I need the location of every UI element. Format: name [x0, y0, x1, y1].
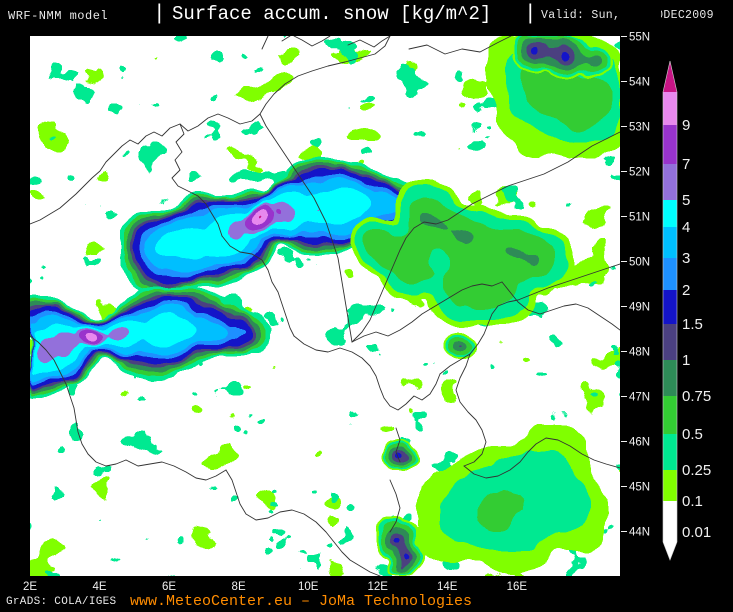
svg-text:4: 4: [682, 219, 690, 236]
svg-text:48N: 48N: [629, 347, 650, 359]
svg-text:0.75: 0.75: [682, 388, 711, 405]
svg-text:3: 3: [682, 250, 690, 267]
svg-text:5: 5: [682, 192, 690, 209]
svg-text:14E: 14E: [437, 581, 458, 593]
svg-text:51N: 51N: [629, 212, 650, 224]
svg-text:12E: 12E: [367, 581, 388, 593]
svg-text:0.5: 0.5: [682, 426, 703, 443]
svg-text:16E: 16E: [507, 581, 528, 593]
svg-text:9: 9: [682, 117, 690, 134]
svg-text:45N: 45N: [629, 482, 650, 494]
svg-text:4E: 4E: [92, 581, 106, 593]
svg-text:1.5: 1.5: [682, 316, 703, 333]
svg-text:0.01: 0.01: [682, 524, 711, 541]
svg-text:6E: 6E: [162, 581, 176, 593]
svg-text:0.1: 0.1: [682, 493, 703, 510]
svg-text:46N: 46N: [629, 437, 650, 449]
svg-text:7: 7: [682, 156, 690, 173]
svg-text:52N: 52N: [629, 167, 650, 179]
svg-text:2E: 2E: [23, 581, 37, 593]
svg-text:54N: 54N: [629, 77, 650, 89]
svg-text:8E: 8E: [232, 581, 246, 593]
svg-text:53N: 53N: [629, 122, 650, 134]
svg-text:50N: 50N: [629, 257, 650, 269]
svg-text:44N: 44N: [629, 527, 650, 539]
svg-text:10E: 10E: [298, 581, 319, 593]
svg-text:49N: 49N: [629, 302, 650, 314]
svg-text:2: 2: [682, 282, 690, 299]
svg-text:47N: 47N: [629, 392, 650, 404]
svg-text:55N: 55N: [629, 32, 650, 44]
svg-text:1: 1: [682, 352, 690, 369]
svg-text:0.25: 0.25: [682, 462, 711, 479]
